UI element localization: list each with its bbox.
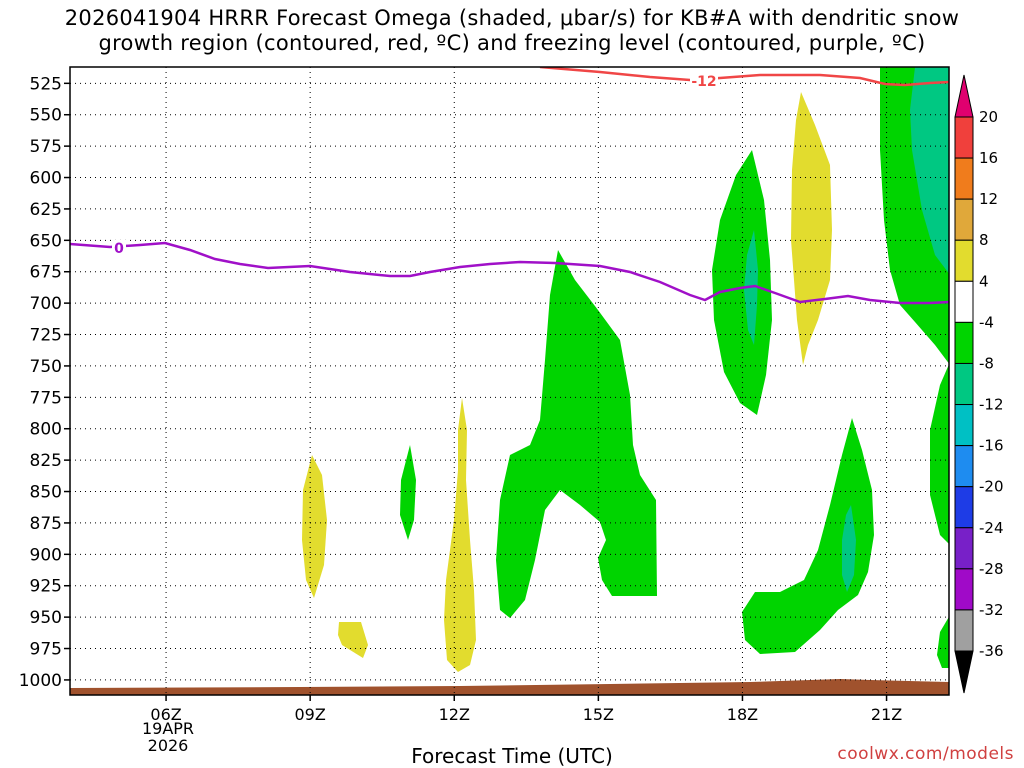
- y-tick-label: 525: [30, 74, 62, 94]
- x-tick-label: 06Z: [150, 705, 181, 724]
- colorbar-label: -8: [979, 354, 994, 372]
- colorbar-label: -24: [979, 519, 1004, 537]
- credit-link[interactable]: coolwx.com/models: [837, 744, 1014, 764]
- omega-region-yellow-10z: [338, 622, 368, 658]
- freezing-contour-label: 0: [114, 241, 124, 257]
- colorbar-label: -28: [979, 560, 1004, 578]
- colorbar-box: [954, 157, 974, 200]
- colorbar-label: 16: [979, 149, 998, 167]
- x-tick-label: 09Z: [294, 705, 325, 724]
- x-tick-label: 21Z: [871, 705, 902, 724]
- y-tick-label: 725: [30, 326, 62, 346]
- y-tick-label: 750: [30, 357, 62, 377]
- colorbar-label: 4: [979, 272, 989, 290]
- y-tick-label: 625: [30, 200, 62, 220]
- colorbar-box: [954, 486, 974, 529]
- colorbar-box: [954, 568, 974, 611]
- colorbar-label: 12: [979, 190, 998, 208]
- colorbar-box: [954, 116, 974, 159]
- y-tick-label: 975: [30, 640, 62, 660]
- omega-region-yellow-19z: [791, 92, 832, 365]
- colorbar-label: -20: [979, 478, 1004, 496]
- date-label: 19APR 2026: [138, 720, 198, 754]
- colorbar-bottom-triangle: [954, 650, 974, 694]
- omega-region-green-20z: [742, 418, 874, 654]
- omega-region-yellow-09z: [302, 455, 327, 598]
- colorbar-box: [954, 445, 974, 488]
- contour-label-bg-purple: [112, 240, 126, 255]
- y-tick-label: 1000: [19, 671, 62, 691]
- colorbar-label: -12: [979, 396, 1004, 414]
- x-tick-label: 12Z: [439, 705, 470, 724]
- y-tick-label: 700: [30, 294, 62, 314]
- omega-region-teal-tr: [910, 67, 949, 274]
- freezing-level-contour: [70, 241, 949, 305]
- omega-region-green-11z: [400, 445, 416, 540]
- colorbar-top-triangle: [954, 74, 974, 118]
- colorbar-box: [954, 321, 974, 364]
- colorbar-label: 20: [979, 108, 998, 126]
- terrain-fill: [70, 679, 949, 695]
- colorbar-box: [954, 527, 974, 570]
- contour-label-bg-red: [690, 73, 718, 88]
- colorbar-box: [954, 239, 974, 282]
- omega-region-green-15z: [496, 250, 657, 618]
- colorbar-label: -36: [979, 642, 1004, 660]
- x-axis-title: Forecast Time (UTC): [411, 744, 613, 768]
- omega-shading: [70, 67, 949, 695]
- y-tick-label: 550: [30, 106, 62, 126]
- y-axis: 525 550 575 600 625 650 675 700 725 750 775 800 825 8…: [19, 74, 70, 691]
- y-tick-label: 950: [30, 608, 62, 628]
- omega-region-green-bottom-right: [937, 616, 949, 668]
- dendritic-snow-contour: [539, 67, 949, 87]
- title-line-1: 2026041904 HRRR Forecast Omega (shaded, …: [64, 6, 960, 30]
- omega-region-teal-20z: [842, 505, 856, 592]
- omega-region-yellow-12z: [444, 398, 476, 672]
- y-tick-label: 575: [30, 137, 62, 157]
- colorbar-box: [954, 404, 974, 447]
- colorbar-label: 8: [979, 231, 989, 249]
- title-line-2: growth region (contoured, red, ºC) and f…: [98, 31, 926, 55]
- y-tick-label: 900: [30, 545, 62, 565]
- x-tick-label: 15Z: [583, 705, 614, 724]
- x-axis: 06Z 09Z 12Z 15Z 18Z 21Z: [150, 695, 902, 724]
- y-tick-label: 875: [30, 514, 62, 534]
- y-tick-label: 675: [30, 263, 62, 283]
- omega-region-green-right: [930, 364, 949, 544]
- colorbar-label: -4: [979, 313, 994, 331]
- colorbar-box: [954, 280, 974, 323]
- y-tick-label: 650: [30, 231, 62, 251]
- y-tick-label: 825: [30, 451, 62, 471]
- date-label-year: 2026: [147, 736, 189, 755]
- y-tick-label: 775: [30, 388, 62, 408]
- y-tick-label: 850: [30, 483, 62, 503]
- dendritic-contour-label: -12: [691, 74, 716, 90]
- colorbar: 20 16 12 8 4 -4 -8 -12 -16 -20 -24 -28 -32 -36: [954, 74, 1004, 694]
- colorbar-box: [954, 198, 974, 241]
- y-tick-label: 925: [30, 577, 62, 597]
- date-label-day: 19APR: [141, 719, 195, 738]
- colorbar-label: -16: [979, 437, 1004, 455]
- x-tick-label: 18Z: [727, 705, 758, 724]
- colorbar-box: [954, 362, 974, 406]
- y-tick-label: 800: [30, 420, 62, 440]
- colorbar-label: -32: [979, 601, 1004, 619]
- colorbar-box: [954, 609, 974, 652]
- chart-title: 2026041904 HRRR Forecast Omega (shaded, …: [0, 6, 1024, 56]
- plot-frame: [69, 66, 950, 696]
- y-tick-label: 600: [30, 169, 62, 189]
